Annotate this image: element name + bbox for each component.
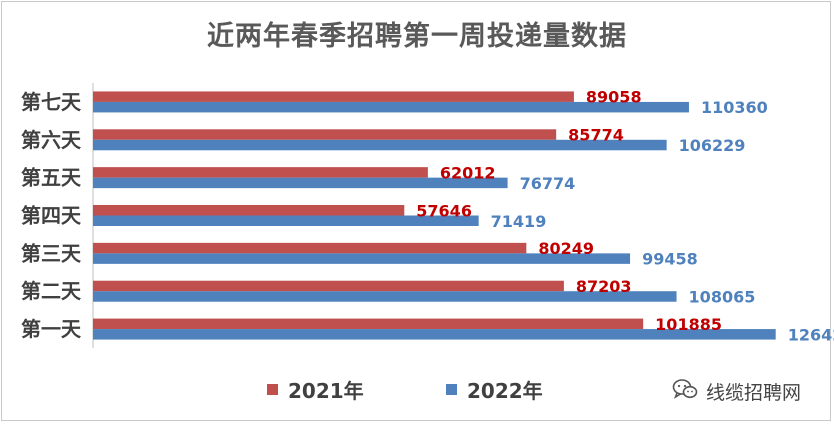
data-label-2022: 106229 xyxy=(679,136,746,155)
bar-2021 xyxy=(93,242,527,254)
data-label-2022: 126426 xyxy=(788,325,834,344)
data-label-2021: 85774 xyxy=(568,126,624,145)
bar-2022 xyxy=(93,139,667,151)
legend-label-2021: 2021年 xyxy=(288,379,364,403)
legend: 2021年 2022年 xyxy=(0,375,834,405)
watermark: 线缆招聘网 xyxy=(672,378,801,405)
bar-2022 xyxy=(93,215,479,226)
category-label: 第七天 xyxy=(21,90,82,114)
data-label-2022: 108065 xyxy=(689,287,756,306)
data-label-2021: 89058 xyxy=(586,88,642,107)
category-label: 第四天 xyxy=(21,204,82,228)
legend-swatch-2022 xyxy=(446,384,457,395)
category-label: 第五天 xyxy=(21,166,82,190)
category-label: 第一天 xyxy=(21,317,82,341)
bar-2022 xyxy=(93,329,776,340)
legend-item-2022: 2022年 xyxy=(446,375,543,404)
data-label-2021: 62012 xyxy=(440,163,496,182)
bar-2021 xyxy=(93,167,428,178)
category-label: 第三天 xyxy=(21,241,82,265)
legend-item-2021: 2021年 xyxy=(267,375,364,404)
bar-2022 xyxy=(93,177,508,189)
wechat-icon xyxy=(672,378,698,405)
chart-title: 近两年春季招聘第一周投递量数据 xyxy=(207,21,627,52)
data-label-2021: 101885 xyxy=(655,315,722,334)
bar-2021 xyxy=(93,91,574,102)
data-label-2021: 57646 xyxy=(416,201,472,220)
legend-label-2022: 2022年 xyxy=(467,379,543,403)
category-label: 第二天 xyxy=(21,279,82,303)
data-label-2022: 99458 xyxy=(642,250,698,269)
bar-2021 xyxy=(93,205,405,216)
bar-2022 xyxy=(93,291,677,302)
category-label: 第六天 xyxy=(21,128,82,152)
bar-2021 xyxy=(93,318,644,330)
bar-2021 xyxy=(93,129,557,140)
legend-swatch-2021 xyxy=(267,384,278,395)
data-label-2021: 80249 xyxy=(538,239,594,258)
bar-2022 xyxy=(93,253,631,264)
data-label-2022: 71419 xyxy=(491,212,547,231)
bar-2021 xyxy=(93,280,564,292)
data-label-2022: 76774 xyxy=(520,174,576,193)
bar-2022 xyxy=(93,101,689,113)
watermark-text: 线缆招聘网 xyxy=(706,382,802,404)
data-label-2022: 110360 xyxy=(701,98,768,117)
data-label-2021: 87203 xyxy=(576,277,632,296)
